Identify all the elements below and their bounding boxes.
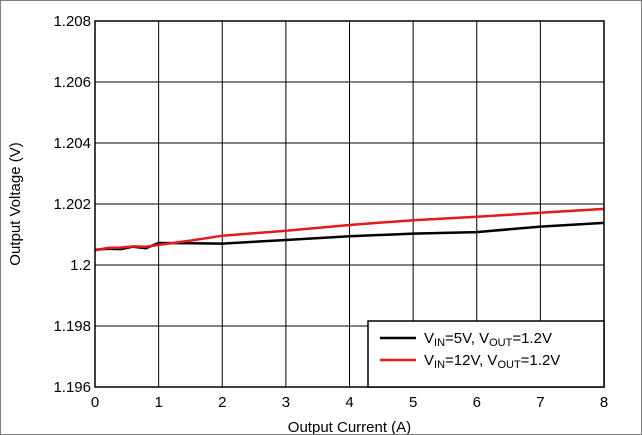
x-tick-label: 5 [409, 394, 417, 411]
y-tick-label: 1.198 [53, 318, 91, 335]
y-axis-title: Output Voltage (V) [7, 142, 24, 265]
x-tick-label: 4 [345, 394, 353, 411]
legend-label: VIN=12V, VOUT=1.2V [424, 352, 560, 371]
x-axis-title: Output Current (A) [288, 419, 411, 434]
x-tick-label: 0 [91, 394, 99, 411]
plot-area-border [94, 20, 605, 388]
y-tick-label: 1.204 [53, 135, 91, 152]
y-tick-label: 1.202 [53, 196, 91, 213]
y-tick-label: 1.206 [53, 74, 91, 91]
legend-label: VIN=5V, VOUT=1.2V [424, 330, 552, 349]
y-tick-label: 1.196 [53, 379, 91, 396]
series-line-2 [94, 207, 605, 252]
grid [94, 20, 605, 388]
x-tick-label: 2 [218, 394, 226, 411]
legend-box [367, 320, 605, 388]
tick-labels: 0 1 2 3 4 5 6 7 8 1.196 1.198 1.2 1.202 1.204 1.206 1.2… [53, 13, 608, 411]
x-tick-label: 1 [154, 394, 162, 411]
series-line-1 [94, 221, 605, 252]
x-tick-label: 8 [600, 394, 608, 411]
y-tick-label: 1.208 [53, 13, 91, 30]
y-tick-label: 1.2 [70, 257, 91, 274]
x-tick-label: 7 [536, 394, 544, 411]
x-tick-label: 3 [282, 394, 290, 411]
x-tick-label: 6 [473, 394, 481, 411]
legend: VIN=5V, VOUT=1.2V VIN=12V, VOUT=1.2V [367, 320, 605, 388]
series-lines [94, 207, 605, 252]
